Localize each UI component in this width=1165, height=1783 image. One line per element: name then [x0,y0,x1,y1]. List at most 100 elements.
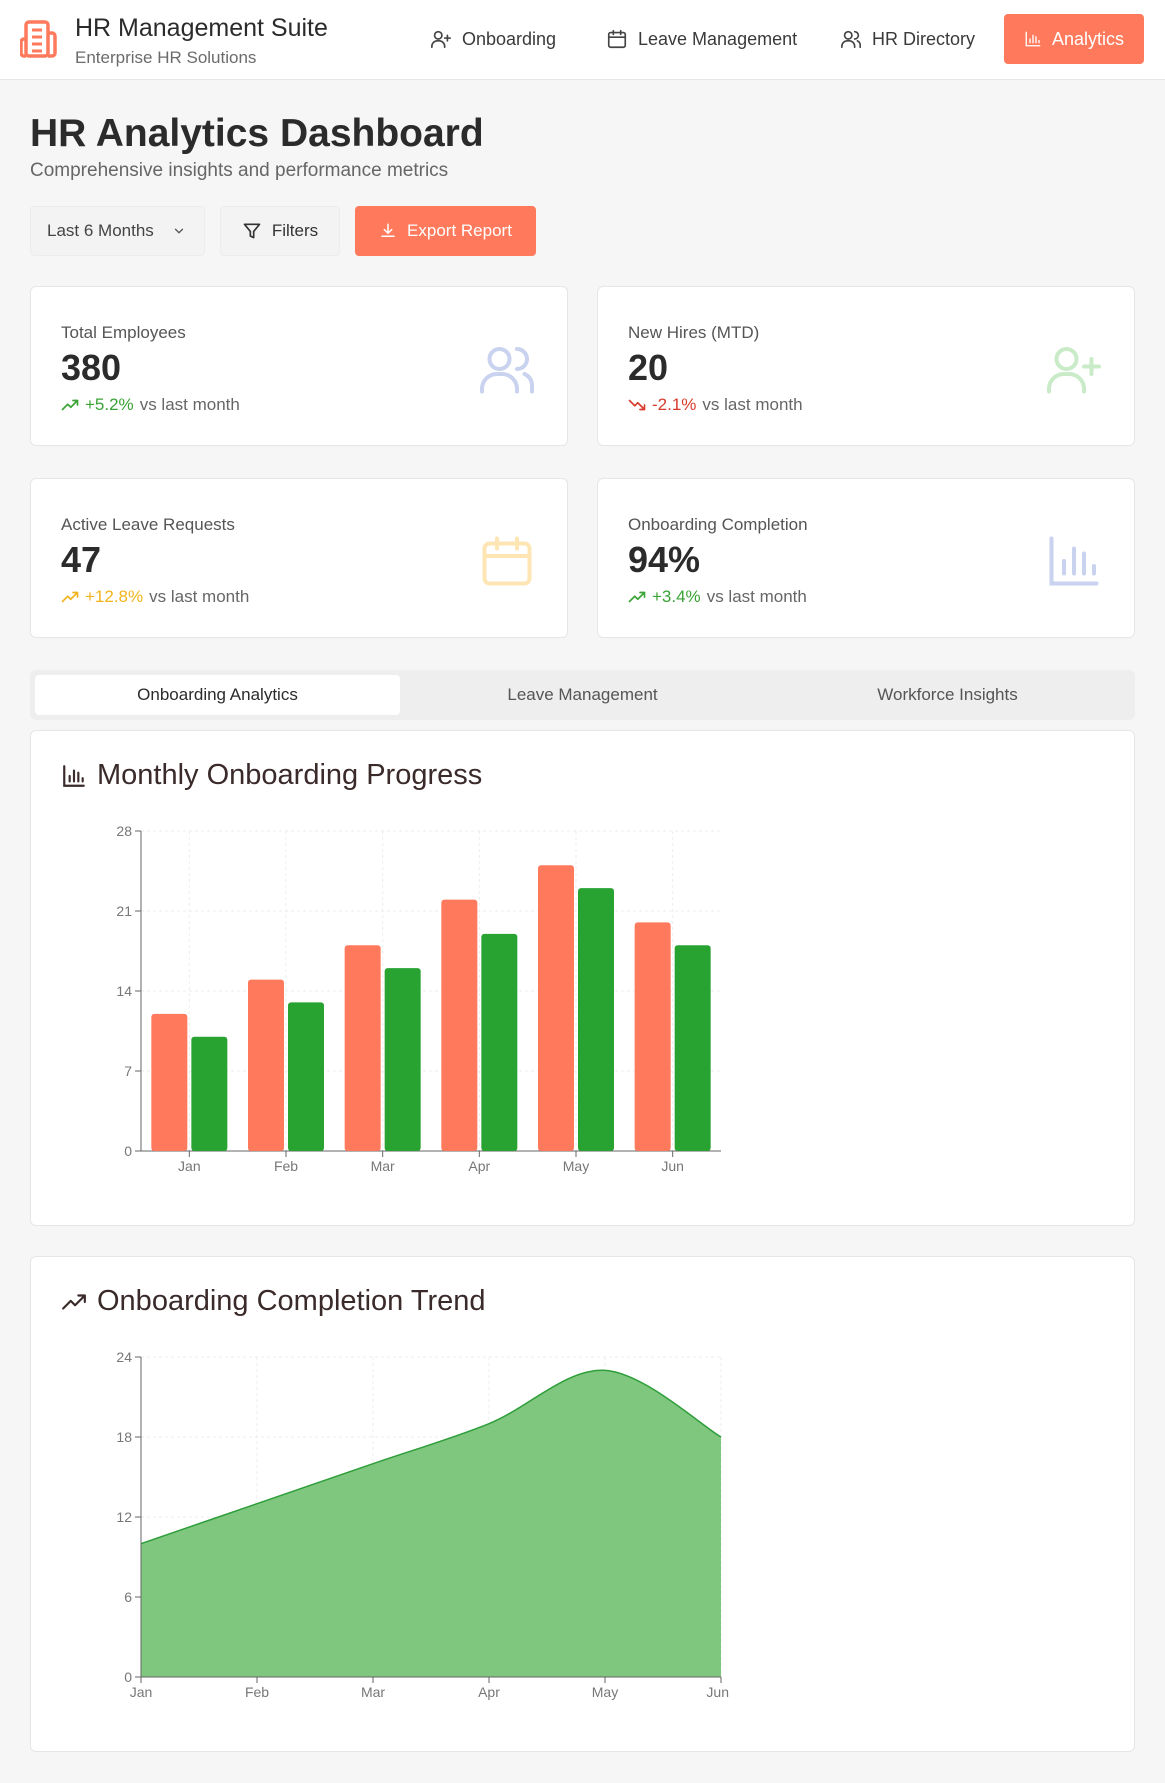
trending-up-icon [62,1293,86,1310]
y-tick-label: 7 [124,1063,132,1079]
tab-onboarding-analytics[interactable]: Onboarding Analytics [35,675,400,715]
y-tick-label: 18 [116,1429,132,1445]
stat-value: 94% [628,539,701,580]
chart-title-text: Onboarding Completion Trend [97,1285,486,1317]
app-subtitle: Enterprise HR Solutions [75,48,257,67]
users-icon [841,30,861,49]
stat-label: Onboarding Completion [628,515,808,534]
top-bar: HR Management Suite Enterprise HR Soluti… [0,0,1165,80]
bar-chart: 0 7 14 21 28 Jan Feb Mar Apr May Jun [116,823,721,1174]
nav-hr-directory-label: HR Directory [872,28,976,49]
filters-button[interactable]: Filters [220,206,340,256]
y-tick-label: 21 [116,903,132,919]
onboarding-completion-trend-card: Onboarding Completion Trend 0 6 12 18 24 Jan F… [30,1256,1135,1752]
bar-jun-series-2 [674,945,711,1151]
x-tick-label: May [563,1158,589,1174]
bar-apr-series-2 [481,933,518,1151]
nav-onboarding-label: Onboarding [462,28,557,49]
trending-down-icon [628,399,646,411]
stat-change-suffix: vs last month [706,587,807,606]
stat-label: Active Leave Requests [61,515,235,534]
app-title: HR Management Suite [75,14,328,42]
page-subtitle: Comprehensive insights and performance m… [30,160,449,181]
chart-title: Monthly Onboarding Progress [61,759,482,792]
stat-change: +5.2% vs last month [61,395,240,415]
download-icon [381,223,395,237]
stat-change-value: +3.4% [652,587,701,606]
user-plus-icon [431,30,451,49]
stat-change: +12.8% vs last month [61,587,249,607]
nav-onboarding[interactable]: Onboarding [430,14,556,64]
stat-change-value: +5.2% [85,395,134,414]
x-tick-label: May [592,1684,618,1700]
stat-label: Total Employees [61,323,186,342]
nav-analytics-label: Analytics [1051,28,1124,49]
x-tick-label: Jun [706,1684,729,1700]
export-report-button[interactable]: Export Report [355,206,536,256]
filters-label: Filters [271,221,319,240]
stat-value: 47 [61,539,102,580]
x-tick-label: Feb [245,1684,269,1700]
x-tick-label: Jan [178,1158,201,1174]
filter-icon [243,223,261,239]
stat-card-new-hires: New Hires (MTD) 20 -2.1% vs last month [597,286,1135,446]
x-tick-label: Jan [130,1684,153,1700]
trending-up-icon [61,399,79,411]
trending-up-icon [61,591,79,603]
y-tick-label: 0 [124,1143,132,1159]
bar-chart-icon [1049,536,1099,586]
bar-jun-series-1 [634,922,671,1151]
x-tick-label: Mar [371,1158,395,1174]
area-fill [141,1370,721,1677]
y-tick-label: 0 [124,1669,132,1685]
nav-leave-management-label: Leave Management [638,28,798,49]
nav-analytics[interactable]: Analytics [1004,14,1144,64]
chart-title-text: Monthly Onboarding Progress [97,759,483,791]
tab-workforce-insights[interactable]: Workforce Insights [877,685,1018,704]
monthly-onboarding-progress-card: Monthly Onboarding Progress 0 7 14 21 28 Jan F… [30,730,1135,1226]
stat-card-total-employees: Total Employees 380 +5.2% vs last month [30,286,568,446]
trending-up-icon [628,591,646,603]
area-line [140,1369,722,1545]
stat-change-value: +12.8% [85,587,144,606]
bar-jan-series-1 [151,1013,188,1151]
x-tick-label: Apr [478,1684,500,1700]
stat-change-suffix: vs last month [702,395,803,414]
stat-change-value: -2.1% [652,395,697,414]
page-title: HR Analytics Dashboard [30,112,484,155]
user-plus-icon [1047,347,1101,394]
area-chart: 0 6 12 18 24 Jan Feb Mar Apr May Jun [116,1349,729,1700]
users-icon [480,347,535,394]
bar-apr-series-1 [441,899,478,1151]
y-tick-label: 12 [116,1509,132,1525]
stat-value: 380 [61,347,122,388]
y-tick-label: 6 [124,1589,132,1605]
nav-hr-directory[interactable]: HR Directory [840,14,975,64]
stat-card-active-leave-requests: Active Leave Requests 47 +12.8% vs last … [30,478,568,638]
building-icon [20,20,57,58]
bar-jan-series-2 [191,1036,228,1151]
tab-leave-management[interactable]: Leave Management [507,685,658,704]
stat-change: +3.4% vs last month [628,587,807,607]
nav-leave-management[interactable]: Leave Management [606,14,797,64]
y-tick-label: 28 [116,823,132,839]
export-report-label: Export Report [407,221,512,240]
bar-mar-series-2 [384,968,421,1151]
date-range-select[interactable]: Last 6 Months [30,206,205,256]
y-tick-label: 24 [116,1349,132,1365]
bar-feb-series-1 [248,979,284,1151]
analytics-tabs: Onboarding Analytics Leave Management Wo… [30,670,1135,720]
y-tick-label: 14 [116,983,132,999]
bar-mar-series-1 [344,945,381,1151]
stat-value: 20 [628,347,669,388]
x-tick-label: Apr [468,1158,490,1174]
calendar-icon [482,536,532,586]
stat-change-suffix: vs last month [149,587,250,606]
x-tick-label: Feb [274,1158,298,1174]
bar-chart-icon [63,764,85,787]
chevron-down-icon [174,228,183,234]
bar-may-series-1 [538,865,574,1151]
bar-chart-icon [1025,31,1041,47]
stat-change-suffix: vs last month [139,395,240,414]
stat-label: New Hires (MTD) [628,323,760,342]
